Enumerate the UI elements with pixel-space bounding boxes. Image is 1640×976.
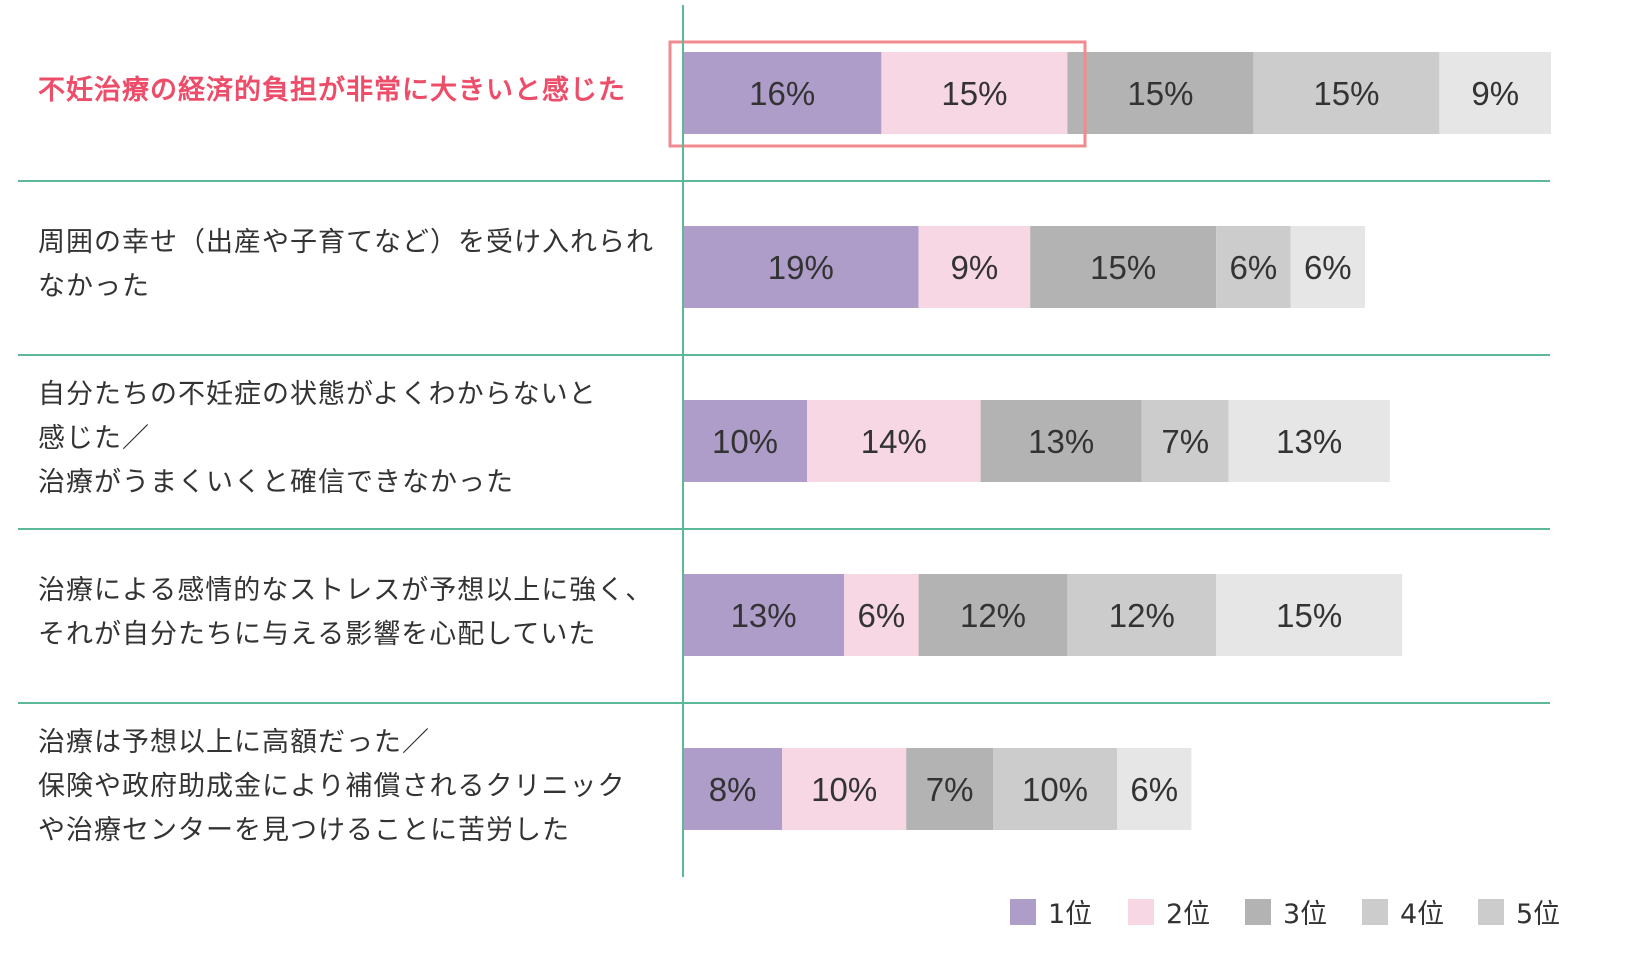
category-label-line: 感じた／	[38, 423, 150, 454]
data-label: 6%	[1130, 771, 1178, 808]
category-label-line: 保険や政府助成金により補償されるクリニック	[38, 771, 626, 802]
category-label-line: や治療センターを見つけることに苦労した	[38, 815, 570, 846]
data-label: 13%	[731, 597, 797, 634]
bar-segment	[906, 748, 993, 830]
data-label: 15%	[1127, 75, 1193, 112]
bar-segment	[881, 52, 1068, 134]
category-label-line: 治療は予想以上に高額だった／	[38, 727, 430, 758]
legend-label: 3位	[1283, 899, 1327, 930]
category-label: 治療は予想以上に高額だった／ 保険や政府助成金により補償されるクリニック や治療セン…	[38, 721, 668, 853]
category-label-line: それが自分たちに与える影響を心配していた	[38, 619, 597, 650]
bar-segment	[807, 400, 981, 482]
bar-segment	[1067, 574, 1217, 656]
bar-segment	[1290, 226, 1365, 308]
data-label: 6%	[1230, 249, 1278, 286]
bar-segment	[683, 226, 919, 308]
category-label: 周囲の幸せ（出産や子育てなど）を受け入れられ なかった	[38, 221, 668, 309]
data-label: 10%	[712, 423, 778, 460]
bar-segment	[782, 748, 907, 830]
category-label: 自分たちの不妊症の状態がよくわからないと 感じた／ 治療がうまくいくと確信できなかっ…	[38, 373, 668, 505]
legend-label: 4位	[1400, 899, 1444, 930]
legend-label: 2位	[1166, 899, 1210, 930]
legend-label: 5位	[1516, 899, 1560, 930]
data-label: 10%	[1022, 771, 1088, 808]
data-label: 13%	[1028, 423, 1094, 460]
bar-segment	[918, 226, 1031, 308]
bar-segment	[1067, 52, 1254, 134]
data-label: 13%	[1276, 423, 1342, 460]
bar-segment	[683, 748, 783, 830]
data-label: 6%	[1304, 249, 1352, 286]
category-label: 治療による感情的なストレスが予想以上に強く、 それが自分たちに与える影響を心配して…	[38, 569, 668, 657]
data-label: 9%	[951, 249, 999, 286]
data-label: 8%	[709, 771, 757, 808]
bar-segment	[683, 574, 845, 656]
legend-swatch	[1128, 899, 1154, 925]
data-label: 7%	[926, 771, 974, 808]
data-label: 9%	[1471, 75, 1519, 112]
data-label: 15%	[1313, 75, 1379, 112]
category-label-line: 治療がうまくいくと確信できなかった	[38, 467, 514, 498]
bar-segment	[980, 400, 1142, 482]
category-label-line: 不妊治療の経済的負担が非常に大きいと感じた	[38, 75, 626, 106]
bar-segment	[1117, 748, 1192, 830]
data-label: 7%	[1161, 423, 1209, 460]
category-label: 不妊治療の経済的負担が非常に大きいと感じた	[38, 69, 668, 113]
bar-segment	[1439, 52, 1551, 134]
bar-segment	[683, 52, 882, 134]
bar-segment	[1216, 574, 1403, 656]
data-label: 15%	[1276, 597, 1342, 634]
category-label-line: 治療による感情的なストレスが予想以上に強く、	[38, 575, 654, 606]
bar-segment	[1216, 226, 1291, 308]
data-label: 6%	[858, 597, 906, 634]
data-label: 14%	[861, 423, 927, 460]
bar-segment	[1141, 400, 1229, 482]
data-label: 15%	[941, 75, 1007, 112]
bar-segment	[844, 574, 919, 656]
legend-swatch	[1362, 899, 1388, 925]
legend-swatch	[1478, 899, 1504, 925]
bar-segment	[993, 748, 1117, 830]
data-label: 10%	[811, 771, 877, 808]
highlight-box	[668, 40, 1087, 148]
bar-segment	[1253, 52, 1440, 134]
bar-segment	[918, 574, 1068, 656]
category-label-line: 周囲の幸せ（出産や子育てなど）を受け入れられ	[38, 227, 654, 258]
data-label: 12%	[1109, 597, 1175, 634]
legend-swatch	[1010, 899, 1036, 925]
legend-label: 1位	[1048, 899, 1092, 930]
data-label: 16%	[749, 75, 815, 112]
legend-swatch	[1245, 899, 1271, 925]
data-label: 19%	[768, 249, 834, 286]
data-label: 12%	[960, 597, 1026, 634]
data-label: 15%	[1090, 249, 1156, 286]
category-label-line: 自分たちの不妊症の状態がよくわからないと	[38, 379, 597, 410]
bar-segment	[1030, 226, 1217, 308]
bar-segment	[1228, 400, 1390, 482]
category-label-line: なかった	[38, 271, 150, 302]
bar-segment	[683, 400, 807, 482]
